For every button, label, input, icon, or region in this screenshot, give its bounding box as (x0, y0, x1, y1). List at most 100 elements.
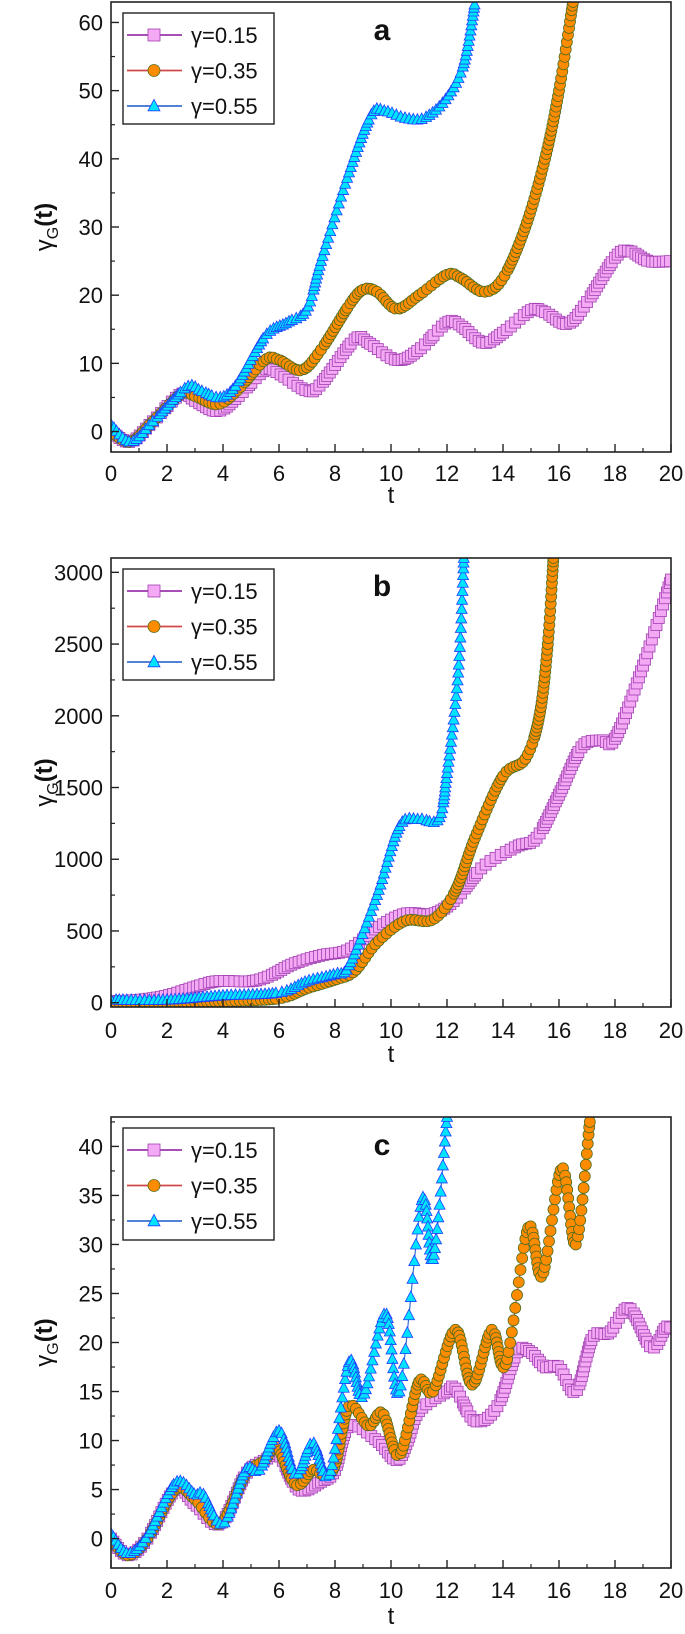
data-point (509, 1302, 522, 1314)
data-point (339, 176, 352, 189)
x-axis-label: t (388, 482, 395, 509)
x-tick-label: 14 (491, 461, 515, 486)
data-point (362, 909, 376, 922)
data-point (336, 183, 350, 195)
data-point (512, 1276, 525, 1289)
panel-b: 0 2 4 6 8 10 12 14 16 18 20 0 500 1000 1500 2000 2500 300… (31, 557, 683, 1068)
data-point (330, 203, 343, 216)
data-point (334, 1400, 348, 1413)
y-tick-label: 2500 (54, 632, 103, 657)
series-triangle (111, 558, 470, 1005)
data-point (574, 1214, 587, 1227)
y-label-base: γ (31, 239, 58, 251)
x-tick-label: 2 (161, 1018, 173, 1043)
x-tick-label: 20 (659, 461, 683, 486)
data-point (371, 1328, 384, 1341)
data-point (449, 689, 463, 702)
data-point (360, 915, 374, 928)
x-tick-label: 8 (329, 1018, 341, 1043)
legend-item: γ=0.55 (127, 650, 258, 675)
legend-item: γ=0.35 (127, 1174, 258, 1199)
data-point (411, 1222, 424, 1235)
data-point (359, 1382, 372, 1395)
x-tick-label: 12 (435, 461, 459, 486)
x-tick-label: 0 (105, 461, 117, 486)
data-point (441, 760, 454, 773)
x-tick-label: 12 (435, 1018, 459, 1043)
data-point (436, 801, 449, 814)
data-point (427, 1247, 441, 1260)
data-point (331, 1422, 345, 1434)
data-point (320, 237, 333, 250)
data-point (446, 720, 459, 733)
y-tick-label: 10 (79, 1429, 103, 1454)
x-tick-label: 10 (379, 461, 403, 486)
y-axis-label: γG(t) (31, 203, 62, 251)
data-point (401, 1325, 414, 1338)
legend-label: γ=0.15 (191, 579, 258, 604)
data-point (364, 1361, 377, 1374)
data-point (514, 1263, 527, 1276)
data-point (547, 558, 560, 564)
y-label-base: γ (31, 795, 58, 807)
data-point (456, 584, 469, 596)
legend: γ=0.15 γ=0.35 γ=0.55 (122, 568, 275, 681)
data-point (457, 561, 470, 574)
data-point (327, 1450, 340, 1463)
panel-label: c (374, 1129, 391, 1162)
plot-area (111, 558, 671, 1007)
data-point (505, 1326, 518, 1339)
data-point (394, 1378, 407, 1391)
data-point (455, 592, 469, 605)
y-tick-label: 10 (79, 351, 103, 376)
data-point (358, 921, 371, 934)
panel-c: 0 2 4 6 8 10 12 14 16 18 20 0 5 10 15 20 25 30 35 40 t γG(t) c… (31, 1116, 683, 1630)
data-point (468, 2, 481, 10)
y-tick-label: 40 (79, 147, 103, 172)
legend: γ=0.15 γ=0.35 γ=0.55 (122, 12, 275, 125)
data-point (326, 217, 339, 230)
data-point (438, 1134, 452, 1147)
legend-marker-circle-icon (147, 620, 161, 633)
data-point (316, 249, 329, 261)
legend-label: γ=0.55 (191, 94, 258, 119)
x-tick-label: 0 (105, 1578, 117, 1603)
y-label-suffix: (t) (31, 203, 58, 227)
data-point (448, 705, 461, 717)
x-tick-label: 6 (273, 1018, 285, 1043)
y-label-suffix: (t) (31, 1318, 58, 1342)
data-point (368, 1345, 381, 1357)
data-point (454, 65, 467, 78)
y-tick-label: 60 (79, 10, 103, 35)
x-tick-label: 16 (547, 1578, 571, 1603)
data-point (334, 189, 348, 202)
y-tick-label: 15 (79, 1380, 103, 1405)
data-point (385, 1342, 398, 1355)
data-point (575, 1204, 588, 1217)
data-point (396, 1369, 409, 1381)
legend-label: γ=0.35 (191, 615, 258, 640)
data-point (577, 1182, 590, 1194)
data-point (409, 1237, 423, 1250)
x-tick-label: 20 (659, 1018, 683, 1043)
y-label-base: γ (31, 1355, 58, 1367)
data-point (665, 573, 671, 586)
data-point (393, 1384, 406, 1397)
legend-label: γ=0.35 (191, 1174, 258, 1199)
data-point (453, 649, 466, 661)
data-point (356, 927, 369, 939)
data-point (373, 1321, 386, 1334)
legend-label: γ=0.55 (191, 650, 258, 675)
legend-marker-square-icon (147, 28, 161, 42)
data-point (450, 681, 464, 694)
x-axis-label: t (388, 1603, 395, 1630)
data-point (324, 224, 337, 236)
y-tick-label: 40 (79, 1134, 103, 1159)
x-tick-label: 2 (161, 461, 173, 486)
series-triangle (111, 1117, 454, 1558)
data-point (406, 1272, 419, 1284)
plot-area (111, 1117, 671, 1562)
legend-marker-circle-icon (147, 64, 161, 77)
data-point (445, 727, 459, 740)
